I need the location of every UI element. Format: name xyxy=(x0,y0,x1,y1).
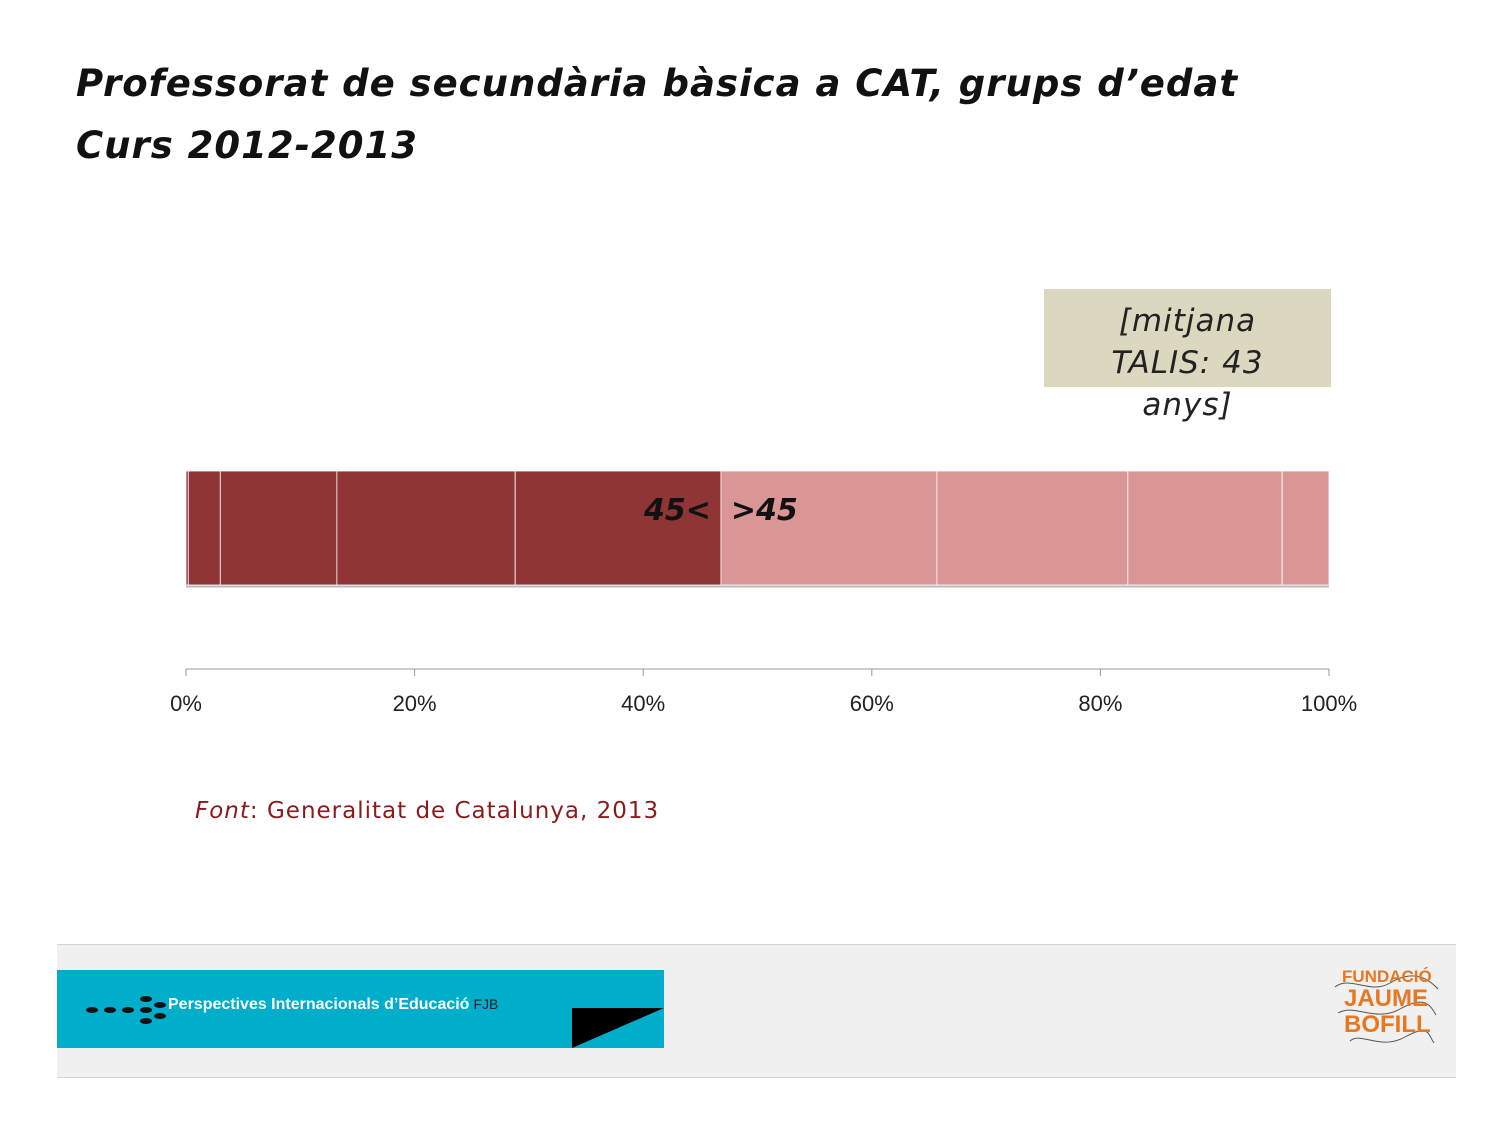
talis-annotation-box xyxy=(1044,289,1331,387)
dots-logo-icon xyxy=(86,996,166,1024)
chart-title-line-1: Professorat de secundària bàsica a CAT, … xyxy=(76,62,1239,105)
signature-scribble-icon xyxy=(1334,975,1439,1044)
bar-segments xyxy=(185,470,1330,588)
bar-label-1: 45< xyxy=(643,493,711,528)
bar-label-2: >45 xyxy=(731,493,798,528)
x-tick-label: 80% xyxy=(1078,691,1122,716)
x-tick-label: 20% xyxy=(393,691,437,716)
talis-annotation: [mitjana TALIS: 43 anys] xyxy=(1044,300,1331,426)
ribbon-title-text: Perspectives Internacionals d’Educació xyxy=(168,996,470,1013)
x-tick-label: 40% xyxy=(621,691,665,716)
chart-title-line-2: Curs 2012-2013 xyxy=(76,124,418,167)
x-tick-label: 100% xyxy=(1301,691,1357,716)
logo-line-2: JAUME xyxy=(1344,985,1429,1012)
bar-segment-9 xyxy=(1281,470,1330,586)
footer-ribbon xyxy=(57,970,664,1048)
bar-labels: 45< >45 xyxy=(643,493,798,528)
logo-line-1: FUNDACIÓ xyxy=(1342,967,1432,986)
talis-line-2: TALIS: 43 xyxy=(1111,345,1264,381)
bar-segment-4 xyxy=(336,470,516,586)
x-tick-label: 60% xyxy=(850,691,894,716)
bar-segment-6 xyxy=(720,470,938,586)
bar-segment-8 xyxy=(1127,470,1283,586)
x-axis: 0% 20% 40% 60% 80% 100% xyxy=(170,668,1357,716)
bar-segment-7 xyxy=(936,470,1129,586)
x-tick-label: 0% xyxy=(170,691,202,716)
fundacio-jaume-bofill-logo: FUNDACIÓ JAUME BOFILL xyxy=(1330,965,1440,1055)
bar-segment-5 xyxy=(514,470,722,586)
bar-segment-2 xyxy=(187,470,221,586)
bar-segment-3 xyxy=(219,470,338,586)
stacked-bar-chart: 0% 20% 40% 60% 80% 100% 45< >45 xyxy=(170,470,1357,716)
ribbon-suffix: FJB xyxy=(473,996,499,1012)
talis-line-3: anys] xyxy=(1142,387,1233,423)
logo-line-3: BOFILL xyxy=(1344,1011,1431,1038)
source-text: : Generalitat de Catalunya, 2013 xyxy=(249,798,660,824)
source-prefix: Font xyxy=(195,798,250,824)
ribbon-fold xyxy=(572,1008,664,1048)
source-note: Font: Generalitat de Catalunya, 2013 xyxy=(195,798,659,824)
talis-line-1: [mitjana xyxy=(1118,303,1257,339)
ribbon-title: Perspectives Internacionals d’Educació FJ… xyxy=(168,996,498,1014)
